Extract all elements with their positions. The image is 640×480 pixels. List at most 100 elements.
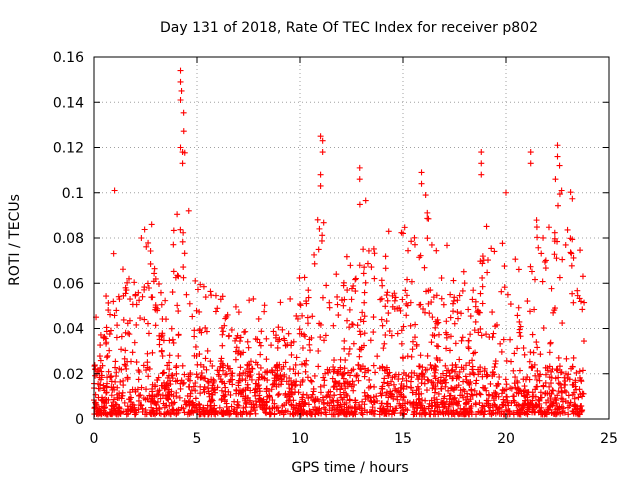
- data-point: [568, 250, 575, 257]
- data-point: [118, 333, 125, 340]
- data-point: [449, 375, 456, 382]
- data-point: [188, 387, 195, 394]
- data-point: [526, 376, 533, 383]
- data-point: [159, 353, 166, 360]
- data-point: [219, 342, 226, 349]
- data-point: [532, 372, 539, 379]
- data-point: [135, 376, 142, 383]
- data-point: [433, 355, 440, 362]
- data-point: [365, 367, 372, 374]
- data-point: [450, 308, 457, 315]
- data-point: [219, 331, 226, 338]
- data-point: [180, 229, 187, 236]
- data-point: [469, 357, 476, 364]
- data-point: [565, 392, 572, 399]
- data-point: [152, 322, 159, 329]
- data-point: [301, 274, 308, 281]
- data-point: [315, 246, 322, 253]
- data-point: [248, 365, 255, 372]
- data-point: [207, 358, 214, 365]
- x-tick-label: 20: [497, 431, 515, 447]
- data-point: [381, 340, 388, 347]
- data-point: [383, 364, 390, 371]
- data-point: [551, 251, 558, 258]
- data-point: [561, 387, 568, 394]
- data-point: [320, 219, 327, 226]
- data-point: [434, 404, 441, 411]
- data-point: [186, 409, 193, 416]
- data-point: [129, 349, 136, 356]
- data-point: [380, 379, 387, 386]
- data-point: [479, 260, 486, 267]
- data-point: [388, 332, 395, 339]
- data-point: [470, 350, 477, 357]
- data-point: [426, 310, 433, 317]
- data-point: [198, 329, 205, 336]
- data-point: [463, 362, 470, 369]
- data-point: [482, 408, 489, 415]
- data-point: [185, 207, 192, 214]
- data-point: [450, 277, 457, 284]
- data-point: [193, 371, 200, 378]
- data-point: [120, 408, 127, 415]
- data-point: [157, 395, 164, 402]
- data-point: [507, 336, 514, 343]
- data-point: [300, 391, 307, 398]
- data-point: [273, 332, 280, 339]
- data-point: [200, 405, 207, 412]
- data-point: [147, 247, 154, 254]
- data-point: [357, 331, 364, 338]
- data-point: [170, 339, 177, 346]
- data-point: [472, 380, 479, 387]
- data-point: [485, 397, 492, 404]
- data-point: [120, 316, 127, 323]
- data-point: [110, 399, 117, 406]
- data-point: [177, 385, 184, 392]
- axis-ticks: 0 0.02 0.04 0.06 0.08 0.1 0.12 0.14 0.16 0 5 10 15 20…: [53, 50, 618, 447]
- data-point: [317, 389, 324, 396]
- data-point: [97, 376, 104, 383]
- data-point: [108, 378, 115, 385]
- data-point: [561, 381, 568, 388]
- data-point: [352, 275, 359, 282]
- data-point: [307, 347, 314, 354]
- data-point: [401, 400, 408, 407]
- data-point: [283, 399, 290, 406]
- data-point: [472, 298, 479, 305]
- data-point: [430, 294, 437, 301]
- data-point: [430, 382, 437, 389]
- data-point: [316, 225, 323, 232]
- data-point: [323, 393, 330, 400]
- data-point: [576, 386, 583, 393]
- data-point: [399, 296, 406, 303]
- data-point: [423, 288, 430, 295]
- data-point: [298, 361, 305, 368]
- data-point: [174, 211, 181, 218]
- data-point: [252, 385, 259, 392]
- data-point: [569, 408, 576, 415]
- data-point: [103, 400, 110, 407]
- data-point: [414, 383, 421, 390]
- data-point: [308, 378, 315, 385]
- data-point: [458, 310, 465, 317]
- data-point: [378, 295, 385, 302]
- data-point: [411, 234, 418, 241]
- data-point: [570, 254, 577, 261]
- data-point: [453, 372, 460, 379]
- data-point: [346, 306, 353, 313]
- data-point: [140, 362, 147, 369]
- data-point: [245, 344, 252, 351]
- data-point: [409, 338, 416, 345]
- data-point: [143, 243, 150, 250]
- data-point: [436, 357, 443, 364]
- data-point: [300, 403, 307, 410]
- data-point: [158, 348, 165, 355]
- data-point: [537, 351, 544, 358]
- data-point: [418, 169, 425, 176]
- data-point: [166, 337, 173, 344]
- data-point: [461, 280, 468, 287]
- data-point: [445, 404, 452, 411]
- data-point: [330, 322, 337, 329]
- data-point: [202, 324, 209, 331]
- data-point: [462, 396, 469, 403]
